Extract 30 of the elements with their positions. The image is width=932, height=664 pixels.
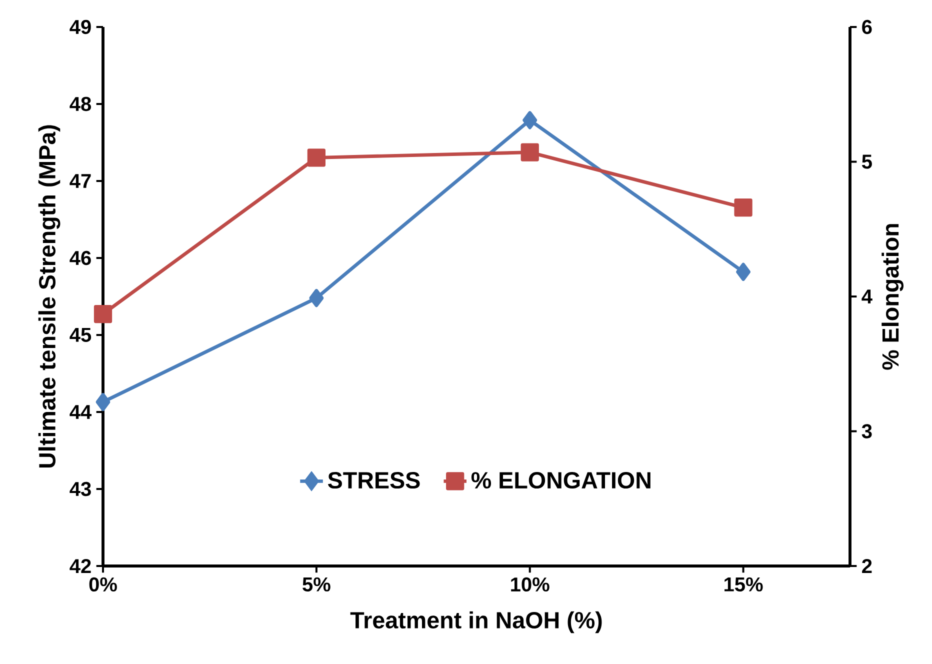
y2-tick-label: 4 xyxy=(862,290,872,304)
y-tick-label: 44 xyxy=(70,405,92,419)
point xyxy=(522,111,538,130)
y-tick-label: 43 xyxy=(70,482,91,496)
y2-tick-label: 5 xyxy=(862,154,872,169)
x-tick-label: 15% xyxy=(724,577,763,592)
x-tick-label: 0% xyxy=(89,577,117,592)
x-axis-title: Treatment in NaOH (%) xyxy=(350,611,602,634)
x-tick-label: 10% xyxy=(511,577,550,592)
y-tick-label: 42 xyxy=(70,559,91,573)
y-tick-label: 48 xyxy=(70,96,91,112)
point xyxy=(94,304,112,324)
point xyxy=(309,288,324,308)
point xyxy=(734,198,752,217)
point xyxy=(96,392,110,412)
y2-tick-label: 2 xyxy=(862,559,872,573)
legend-label: STRESS xyxy=(328,472,420,489)
point xyxy=(307,148,326,167)
y-axis-title: Ultimate tensile Strength (MPa) xyxy=(38,125,60,468)
y2-tick-label: 3 xyxy=(862,424,872,438)
point xyxy=(736,262,751,281)
y2-axis-title: % Elongation xyxy=(882,224,904,370)
y-tick-label: 45 xyxy=(70,328,92,342)
y-tick-label: 46 xyxy=(70,250,91,266)
y-tick-label: 49 xyxy=(70,20,91,34)
x-tick-label: 5% xyxy=(302,577,330,592)
y2-tick-label: 6 xyxy=(862,20,872,34)
point xyxy=(520,143,539,162)
legend-label: % ELONGATION xyxy=(471,472,650,489)
y-tick-label: 47 xyxy=(70,174,91,188)
